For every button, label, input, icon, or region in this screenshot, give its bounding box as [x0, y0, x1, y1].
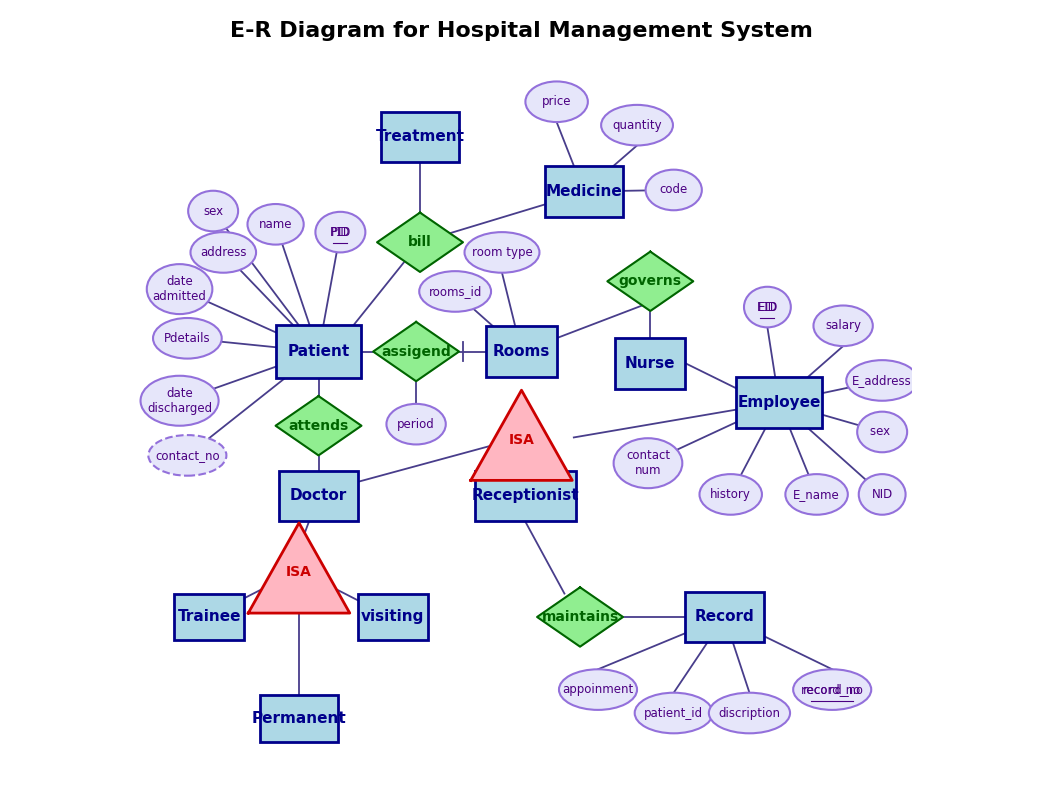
- Text: assigend: assigend: [382, 345, 451, 358]
- Ellipse shape: [148, 435, 226, 476]
- FancyBboxPatch shape: [475, 470, 576, 522]
- Ellipse shape: [147, 264, 213, 314]
- Ellipse shape: [635, 693, 712, 733]
- Ellipse shape: [188, 191, 238, 231]
- Ellipse shape: [646, 170, 702, 210]
- Text: Pdetails: Pdetails: [164, 332, 211, 345]
- FancyBboxPatch shape: [260, 695, 338, 742]
- Text: E_address: E_address: [852, 374, 912, 387]
- Text: attends: attends: [289, 419, 348, 432]
- Ellipse shape: [315, 211, 365, 252]
- Ellipse shape: [613, 438, 682, 488]
- Text: E-R Diagram for Hospital Management System: E-R Diagram for Hospital Management Syst…: [231, 21, 812, 42]
- Text: Record: Record: [695, 609, 754, 624]
- Polygon shape: [248, 523, 349, 613]
- Text: record_no: record_no: [800, 683, 865, 696]
- Ellipse shape: [709, 693, 790, 733]
- Ellipse shape: [814, 305, 873, 346]
- Text: Receptionist: Receptionist: [471, 488, 579, 503]
- Text: patient_id: patient_id: [645, 706, 703, 720]
- Ellipse shape: [559, 669, 637, 710]
- Ellipse shape: [419, 271, 491, 312]
- FancyBboxPatch shape: [685, 592, 763, 642]
- Text: period: period: [397, 417, 435, 431]
- Text: Permanent: Permanent: [251, 711, 346, 726]
- Polygon shape: [537, 587, 623, 647]
- Ellipse shape: [858, 474, 905, 514]
- Text: price: price: [542, 95, 572, 108]
- Ellipse shape: [700, 474, 762, 514]
- Text: governs: governs: [618, 275, 682, 288]
- Ellipse shape: [785, 474, 848, 514]
- FancyBboxPatch shape: [280, 470, 358, 522]
- Text: Rooms: Rooms: [492, 344, 551, 359]
- Text: name: name: [259, 218, 292, 231]
- FancyBboxPatch shape: [736, 377, 822, 428]
- Text: room type: room type: [471, 246, 532, 259]
- Text: appoinment: appoinment: [562, 683, 634, 696]
- Ellipse shape: [526, 81, 588, 122]
- Ellipse shape: [857, 412, 907, 452]
- Text: sex: sex: [870, 425, 894, 439]
- Text: PID: PID: [331, 226, 350, 238]
- FancyBboxPatch shape: [381, 111, 459, 163]
- Text: record_no: record_no: [803, 683, 862, 696]
- FancyBboxPatch shape: [358, 593, 428, 641]
- Polygon shape: [607, 252, 694, 311]
- Ellipse shape: [744, 286, 791, 327]
- Ellipse shape: [141, 376, 219, 426]
- Polygon shape: [378, 212, 463, 272]
- Text: address: address: [200, 246, 246, 259]
- Text: NID: NID: [872, 488, 893, 501]
- Text: Treatment: Treatment: [375, 129, 464, 144]
- Polygon shape: [275, 396, 362, 455]
- Text: date
discharged: date discharged: [147, 387, 212, 415]
- Text: date
admitted: date admitted: [152, 275, 207, 303]
- FancyBboxPatch shape: [174, 593, 244, 641]
- Ellipse shape: [387, 404, 445, 444]
- Text: EID: EID: [757, 301, 777, 313]
- Text: EID: EID: [757, 301, 778, 313]
- Text: visiting: visiting: [361, 609, 425, 624]
- FancyBboxPatch shape: [615, 338, 685, 389]
- Text: Employee: Employee: [737, 394, 821, 409]
- Ellipse shape: [153, 318, 222, 358]
- Text: contact
num: contact num: [626, 449, 670, 477]
- Ellipse shape: [247, 204, 304, 245]
- Text: PID: PID: [330, 226, 351, 238]
- Text: quantity: quantity: [612, 118, 662, 132]
- Text: ISA: ISA: [286, 565, 312, 579]
- Text: Patient: Patient: [288, 344, 349, 359]
- Text: history: history: [710, 488, 751, 501]
- Text: Medicine: Medicine: [545, 184, 623, 199]
- FancyBboxPatch shape: [486, 326, 557, 377]
- Text: Doctor: Doctor: [290, 488, 347, 503]
- Ellipse shape: [464, 232, 539, 273]
- Text: salary: salary: [825, 320, 862, 332]
- Text: discription: discription: [719, 706, 780, 720]
- Text: sex: sex: [203, 204, 223, 218]
- Text: bill: bill: [408, 235, 432, 249]
- Polygon shape: [470, 391, 573, 481]
- FancyBboxPatch shape: [544, 166, 623, 217]
- Polygon shape: [373, 322, 459, 381]
- Ellipse shape: [793, 669, 871, 710]
- FancyBboxPatch shape: [275, 325, 362, 378]
- Text: Trainee: Trainee: [177, 609, 241, 624]
- Text: contact_no: contact_no: [155, 449, 220, 462]
- Text: Nurse: Nurse: [625, 356, 676, 371]
- Text: ISA: ISA: [509, 432, 534, 447]
- Text: maintains: maintains: [541, 610, 618, 624]
- Text: code: code: [659, 184, 687, 196]
- Ellipse shape: [191, 232, 257, 273]
- Text: rooms_id: rooms_id: [429, 285, 482, 298]
- Text: E_name: E_name: [794, 488, 840, 501]
- Ellipse shape: [846, 360, 918, 401]
- Ellipse shape: [601, 105, 673, 145]
